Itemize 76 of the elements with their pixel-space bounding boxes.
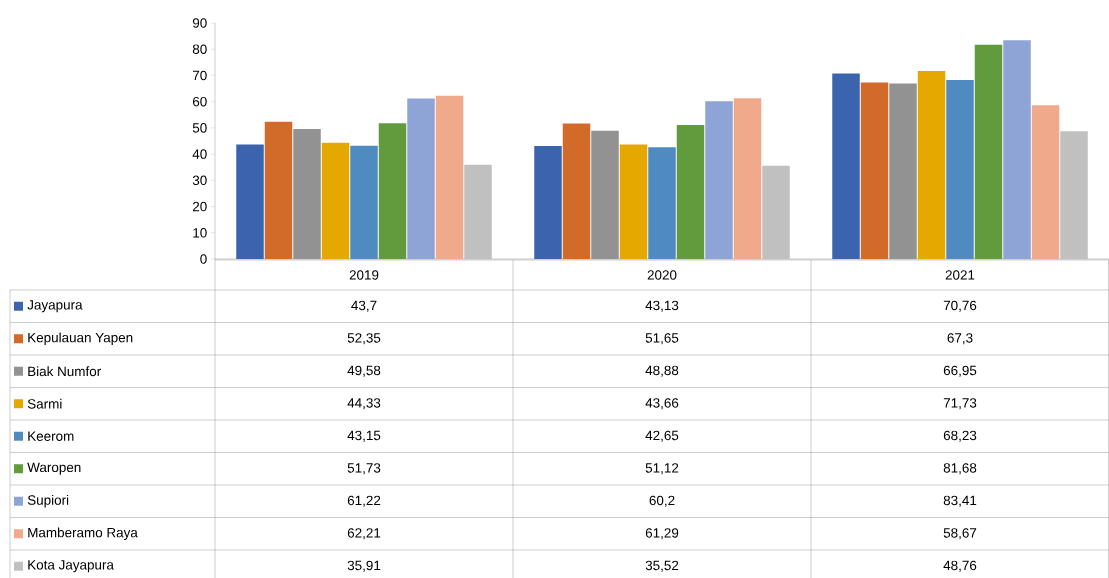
data-label: 70,76 (943, 300, 977, 312)
data-label: 61,29 (645, 528, 679, 540)
bar (917, 70, 946, 259)
data-label: 35,52 (645, 560, 679, 572)
bar (676, 124, 705, 259)
bar (705, 101, 733, 259)
legend-label: Waropen (27, 462, 81, 475)
x-tick-label: 2019 (349, 270, 379, 280)
bar (534, 145, 562, 259)
data-label: 58,67 (943, 528, 977, 540)
data-label: 43,7 (351, 300, 377, 312)
data-label: 43,13 (645, 300, 679, 312)
bar (946, 80, 974, 259)
bar (619, 144, 648, 259)
y-tick-label: 30 (192, 175, 207, 186)
data-label: 71,73 (943, 398, 977, 410)
bar (974, 44, 1003, 259)
data-label: 51,65 (645, 333, 679, 345)
x-tick-label: 2021 (945, 270, 975, 280)
data-label: 49,58 (347, 365, 381, 377)
data-label: 42,65 (645, 430, 679, 442)
y-tick-label: 40 (192, 149, 207, 159)
data-label: 83,41 (943, 495, 977, 507)
y-tick-label: 50 (192, 123, 207, 133)
data-label: 52,35 (347, 333, 381, 345)
bar (1060, 131, 1088, 259)
legend-label: Kota Jayapura (28, 560, 114, 573)
bar (264, 121, 293, 259)
bar (591, 130, 619, 259)
bar (378, 123, 407, 259)
bar (435, 95, 464, 259)
data-label: 66,95 (943, 365, 977, 377)
legend-label: Mamberamo Raya (28, 527, 138, 541)
x-tick-label: 2020 (647, 270, 677, 280)
y-tick-label: 0 (200, 254, 207, 264)
data-label: 62,21 (347, 528, 381, 540)
legend-label: Biak Numfor (28, 366, 101, 377)
bar (762, 165, 790, 259)
data-label: 51,73 (347, 463, 381, 475)
bar (236, 144, 264, 259)
y-tick-label: 90 (192, 18, 207, 28)
bar (293, 128, 321, 259)
bar (321, 142, 350, 259)
bar (407, 98, 435, 259)
y-tick-label: 10 (193, 228, 207, 238)
legend-label: Kepulauan Yapen (28, 332, 133, 346)
bar (464, 164, 492, 259)
legend-label: Supiori (27, 494, 69, 508)
data-label: 67,3 (947, 333, 973, 345)
bar (733, 98, 762, 259)
data-label: 35,91 (347, 560, 381, 572)
bar (1003, 40, 1031, 259)
data-label: 43,66 (645, 398, 679, 410)
y-tick-label: 70 (192, 70, 207, 81)
data-label: 44,33 (347, 398, 381, 410)
data-label: 43,15 (347, 430, 381, 442)
data-label: 60,2 (649, 495, 675, 507)
data-label: 68,23 (943, 430, 977, 442)
y-tick-label: 60 (192, 96, 207, 107)
bar (832, 73, 860, 259)
bar (1031, 105, 1060, 259)
bar (648, 147, 676, 259)
data-label: 48,88 (645, 365, 679, 377)
bar (562, 123, 591, 259)
y-tick-label: 80 (192, 44, 207, 54)
data-label: 51,12 (645, 463, 679, 475)
bar (889, 83, 917, 259)
legend-label: Jayapura (27, 300, 83, 313)
bar (860, 82, 889, 259)
data-label: 48,76 (943, 560, 977, 572)
data-label: 81,68 (943, 463, 977, 475)
bar (350, 145, 378, 259)
data-label: 61,22 (347, 495, 381, 507)
legend-label: Sarmi (27, 398, 62, 409)
y-tick-label: 20 (192, 201, 207, 212)
legend-label: Keerom (28, 431, 74, 441)
